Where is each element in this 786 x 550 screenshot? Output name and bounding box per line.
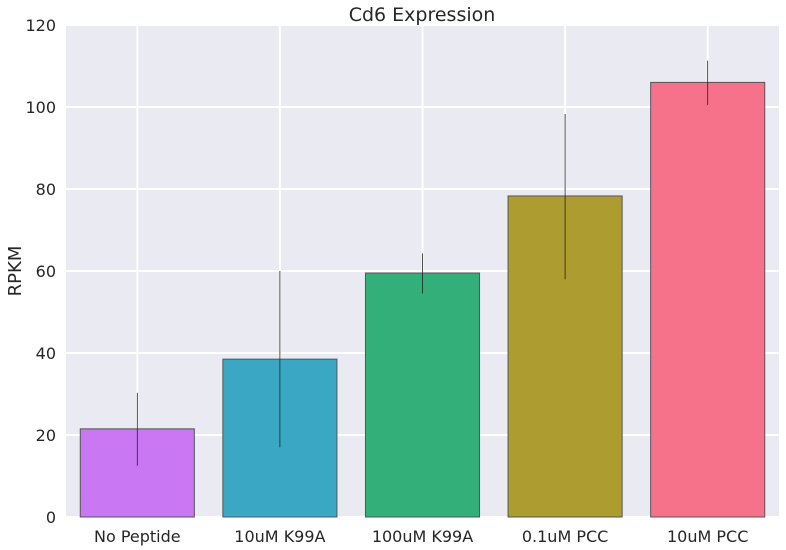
bar: [364, 272, 481, 518]
x-tick-label: 10uM K99A: [234, 527, 325, 546]
x-tick-label: 10uM PCC: [667, 527, 748, 546]
y-tick-label: 60: [36, 262, 56, 281]
bars: [79, 81, 766, 518]
y-tick-label: 100: [25, 98, 56, 117]
x-tick-label: 0.1uM PCC: [522, 527, 608, 546]
y-tick-label: 120: [25, 16, 56, 35]
y-tick-label: 20: [36, 426, 56, 445]
chart-title: Cd6 Expression: [349, 4, 496, 26]
error-bars: [136, 60, 709, 466]
x-tick-label: No Peptide: [94, 527, 181, 546]
y-tick-label: 0: [46, 508, 56, 527]
y-tick-label: 40: [36, 344, 56, 363]
y-tick-label: 80: [36, 180, 56, 199]
x-tick-label: 100uM K99A: [372, 527, 473, 546]
x-tick-labels: No Peptide 10uM K99A 100uM K99A 0.1uM PCC 10…: [94, 527, 748, 546]
bar: [650, 81, 766, 518]
y-axis-label: RPKM: [5, 246, 26, 297]
y-tick-labels: 0 20 40 60 80 100 120: [25, 16, 56, 527]
